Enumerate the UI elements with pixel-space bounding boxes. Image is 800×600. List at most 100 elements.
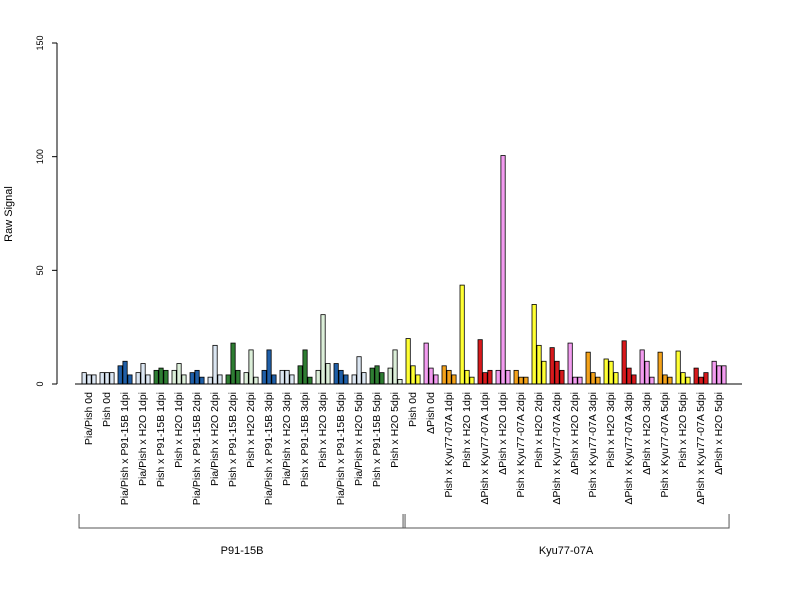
category-label: ΔPish x H2O 1dpi (497, 392, 509, 475)
bar (590, 372, 596, 385)
bar (667, 376, 673, 385)
bar (531, 304, 537, 385)
bar (104, 372, 110, 385)
bar (621, 340, 627, 385)
category-label: ΔPish x H2O 3dpi (641, 392, 653, 475)
category-label: Pish x H2O 1dpi (461, 392, 473, 468)
category-label: ΔPish x H2O 2dpi (569, 392, 581, 475)
bar (711, 360, 717, 385)
bar (99, 372, 105, 385)
bar (122, 360, 128, 385)
category-label: Pish x H2O 3dpi (317, 392, 329, 468)
bar (559, 369, 565, 385)
bar (415, 374, 421, 385)
bar (361, 372, 367, 385)
bar (261, 369, 267, 385)
bar (487, 369, 493, 385)
bar (500, 155, 506, 385)
bar (315, 369, 321, 385)
bar (333, 363, 339, 385)
bar (428, 367, 434, 385)
category-label: Pish x H2O 2dpi (533, 392, 545, 468)
category-label: Pish x Kyu77-07A 3dpi (587, 392, 599, 498)
bar (595, 376, 601, 385)
bar (86, 374, 92, 385)
y-axis: 0 50 100 150 (35, 35, 58, 387)
bar (356, 356, 362, 385)
y-tick-label: 50 (35, 265, 45, 275)
category-label: Pish x H2O 3dpi (605, 392, 617, 468)
category-label: Pish x P91-15B 3dpi (299, 392, 311, 487)
bar (140, 363, 146, 385)
bar (145, 374, 151, 385)
bar (572, 376, 578, 385)
bar (109, 372, 115, 385)
category-label: Pish x H2O 5dpi (389, 392, 401, 468)
bar (459, 284, 465, 385)
bar (657, 351, 663, 385)
bar (513, 369, 519, 385)
category-label: Pish x Kyu77-07A 2dpi (515, 392, 527, 498)
category-label: Pia/Pish x H2O 2dpi (209, 392, 221, 486)
group-brackets: P91-15B Kyu77-07A (78, 514, 730, 557)
bar (536, 344, 542, 385)
bar (176, 363, 182, 385)
bar (698, 376, 704, 385)
bar (320, 314, 326, 385)
bar (325, 363, 331, 385)
bar (603, 358, 609, 385)
bar (171, 369, 177, 385)
bar (549, 347, 555, 385)
bar (554, 360, 560, 385)
group-label: P91-15B (221, 545, 264, 557)
bar (253, 376, 259, 385)
bar (135, 372, 141, 385)
category-label: Pia/Pish 0d (83, 392, 95, 445)
category-label: ΔPish x Kyu77-07A 1dpi (479, 392, 491, 505)
bar (163, 369, 169, 385)
bar (217, 374, 223, 385)
bar (194, 369, 200, 385)
bar (441, 365, 447, 385)
bar (451, 374, 457, 385)
bar (464, 369, 470, 385)
bar (284, 369, 290, 385)
bar (649, 376, 655, 385)
bar (379, 372, 385, 385)
group-label: Kyu77-07A (539, 545, 594, 557)
bar (608, 360, 614, 385)
category-label: Pish 0d (101, 392, 113, 427)
bar (523, 376, 529, 385)
bar (302, 349, 308, 385)
bar (477, 339, 483, 385)
category-label: Pia/Pish x P91-15B 3dpi (263, 392, 275, 505)
bar (243, 372, 249, 385)
category-label: ΔPish x Kyu77-07A 3dpi (623, 392, 635, 505)
bar (446, 369, 452, 385)
bar (577, 376, 583, 385)
category-label: Pish x P91-15B 1dpi (155, 392, 167, 487)
category-label: Pish 0d (407, 392, 419, 427)
bar (613, 372, 619, 385)
bar (351, 374, 357, 385)
group-bracket (402, 514, 730, 529)
bar (626, 367, 632, 385)
bar (410, 365, 416, 385)
category-label: Pia/Pish x H2O 1dpi (137, 392, 149, 486)
bar (248, 349, 254, 385)
bar (505, 369, 511, 385)
bar (387, 367, 393, 385)
bar (644, 360, 650, 385)
group-bracket (78, 514, 406, 529)
y-axis-label: Raw Signal (3, 186, 15, 242)
bar (189, 372, 195, 385)
bar (397, 379, 403, 385)
category-labels: Pia/Pish 0d Pish 0d Pia/Pish x P91-15B 1dp… (83, 392, 725, 505)
bar (117, 365, 123, 385)
bar (662, 374, 668, 385)
bar (703, 372, 709, 385)
bar (721, 365, 727, 385)
bar (675, 350, 681, 385)
bar (207, 376, 213, 385)
